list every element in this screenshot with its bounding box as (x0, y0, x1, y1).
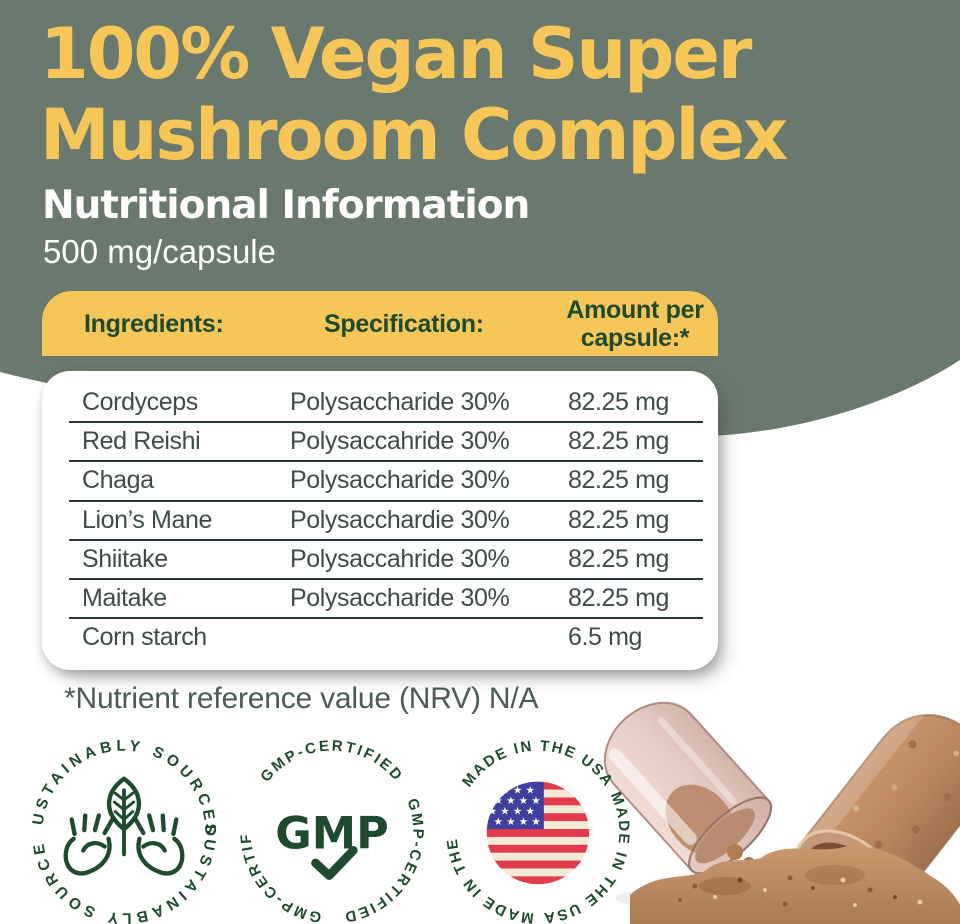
svg-text:★: ★ (525, 784, 535, 796)
svg-text:★: ★ (506, 816, 516, 828)
table-header: Ingredients: Specification: Amount per c… (42, 291, 718, 356)
page-title-line1: 100% Vegan Super (40, 13, 752, 95)
amount-cell: 82.25 mg (568, 388, 670, 417)
svg-text:★: ★ (519, 816, 529, 828)
section-heading: Nutritional Information (42, 183, 530, 228)
ingredients-table: Cordyceps Polysaccharide 30% 82.25 mg Re… (42, 371, 718, 670)
ingredient-cell: Lion’s Mane (82, 505, 212, 534)
dosage-text: 500 mg/capsule (43, 233, 276, 270)
svg-text:★: ★ (506, 795, 516, 807)
leaf-in-hands-icon (63, 776, 185, 876)
svg-text:★: ★ (519, 795, 529, 807)
gmp-certified-badge: GMP-CERTIFIED GMP-CERTIFIED GMP-CERTIFIE… (240, 740, 424, 924)
table-row: Corn starch 6.5 mg (69, 619, 703, 656)
page-title-line2: Mushroom Complex (40, 94, 788, 176)
svg-text:★: ★ (494, 795, 504, 807)
gmp-center-text: GMP (275, 807, 389, 859)
svg-text:★: ★ (488, 784, 498, 796)
checkmark-icon (311, 846, 358, 880)
table-row: Shiitake Polysaccahride 30% 82.25 mg (69, 541, 703, 580)
amount-cell: 82.25 mg (568, 505, 670, 534)
us-flag-icon: ★ ★ ★ ★ ★ ★ ★ ★ ★ ★ ★ ★ ★ ★ ★ ★ (486, 781, 590, 885)
specification-cell: Polysacchardie 30% (290, 505, 510, 534)
col-header-amount-line2: capsule:* (580, 324, 690, 352)
powder-pile (630, 845, 960, 924)
svg-text:★: ★ (531, 795, 541, 807)
table-row: Chaga Polysaccharide 30% 82.25 mg (69, 462, 703, 502)
svg-text:★: ★ (513, 784, 523, 796)
table-row: Lion’s Mane Polysacchardie 30% 82.25 mg (69, 502, 703, 541)
col-header-amount: Amount per capsule:* (555, 296, 715, 352)
badge-ring-text: GMP-CERTIFIED (257, 740, 407, 785)
amount-cell: 6.5 mg (568, 623, 643, 652)
ingredient-cell: Corn starch (82, 623, 207, 652)
col-header-ingredients: Ingredients: (84, 310, 224, 338)
specification-cell: Polysaccahride 30% (290, 427, 510, 456)
capsule-cap (603, 701, 773, 875)
specification-cell: Polysaccahride 30% (290, 544, 510, 573)
col-header-specification: Specification: (324, 310, 484, 338)
svg-text:★: ★ (513, 806, 523, 818)
specification-cell: Polysaccharide 30% (290, 388, 510, 417)
svg-text:★: ★ (525, 806, 535, 818)
table-row: Cordyceps Polysaccharide 30% 82.25 mg (69, 384, 703, 424)
amount-cell: 82.25 mg (568, 584, 670, 613)
page-title: 100% Vegan Super Mushroom Complex (40, 13, 788, 176)
svg-text:★: ★ (531, 816, 541, 828)
table-row: Maitake Polysaccharide 30% 82.25 mg (69, 580, 703, 620)
amount-cell: 82.25 mg (568, 544, 670, 573)
powder-crumb (727, 844, 743, 860)
col-header-amount-line1: Amount per (566, 296, 704, 324)
ingredient-cell: Cordyceps (82, 388, 198, 417)
ingredient-cell: Shiitake (82, 544, 168, 573)
table-row: Red Reishi Polysaccahride 30% 82.25 mg (69, 423, 703, 463)
specification-cell: Polysaccharide 30% (290, 466, 510, 495)
svg-text:★: ★ (488, 806, 498, 818)
ingredient-cell: Red Reishi (82, 427, 201, 456)
amount-cell: 82.25 mg (568, 427, 670, 456)
amount-cell: 82.25 mg (568, 466, 670, 495)
ingredient-cell: Chaga (82, 466, 154, 495)
nrv-footnote: *Nutrient reference value (NRV) N/A (64, 682, 539, 715)
specification-cell: Polysaccharide 30% (290, 584, 510, 613)
svg-text:★: ★ (500, 806, 510, 818)
sustainably-sourced-badge: SUSTAINABLY SOURCED SUSTAINABLY SOURCED (32, 740, 214, 924)
capsule-powder-image (603, 692, 960, 924)
ingredient-cell: Maitake (82, 584, 167, 613)
made-in-usa-badge: MADE IN THE USA MADE IN THE USA MADE IN … (446, 740, 630, 924)
svg-text:★: ★ (494, 816, 504, 828)
